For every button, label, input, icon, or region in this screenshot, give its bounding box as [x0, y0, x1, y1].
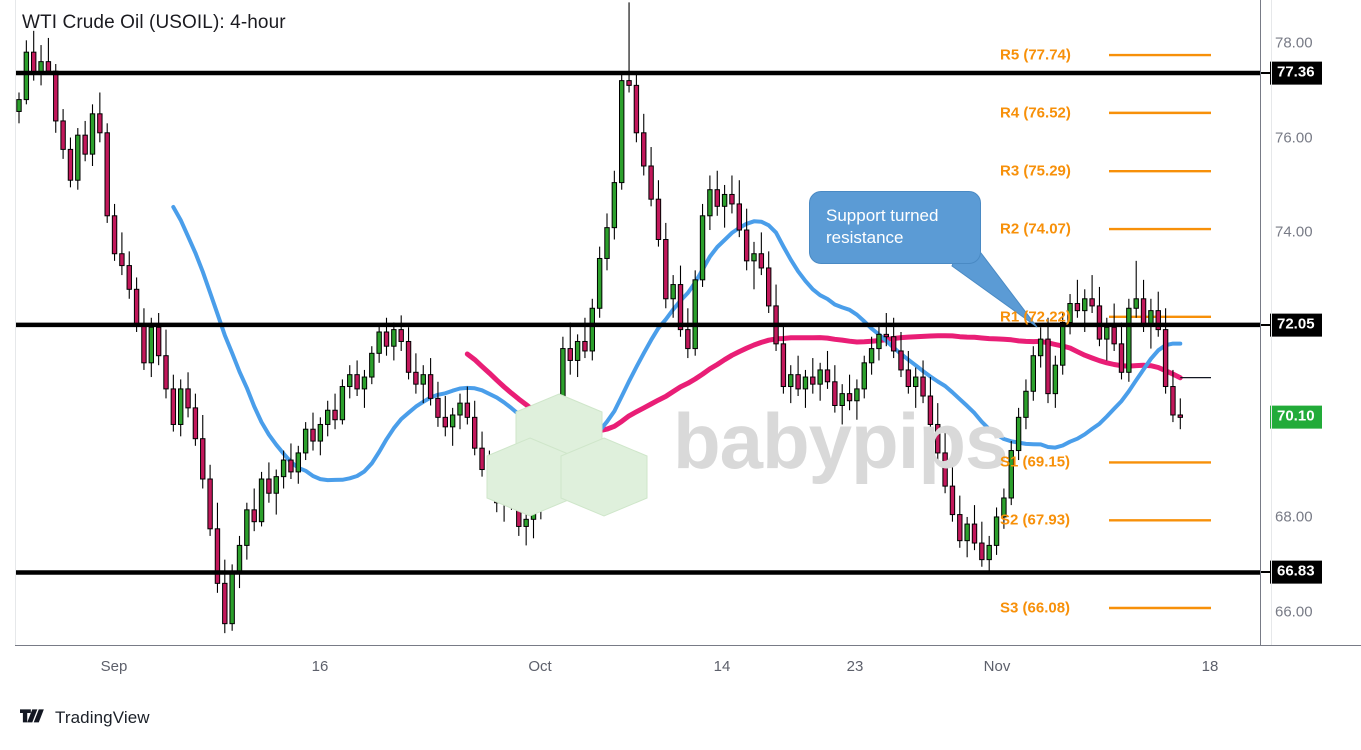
price-tag-72.05[interactable]: 72.05 — [1270, 313, 1322, 337]
price-tick-74.00: 74.00 — [1275, 223, 1313, 241]
price-tick-76.00: 76.00 — [1275, 129, 1313, 147]
time-tick-18: 18 — [1201, 658, 1219, 675]
time-tick-14: 14 — [713, 658, 731, 675]
price-tick-78.00: 78.00 — [1275, 34, 1313, 52]
footer-brand: TradingView — [55, 708, 150, 727]
axis-separator — [15, 645, 1361, 646]
time-tick-sep: Sep — [100, 658, 128, 675]
time-axis[interactable]: Sep 16 Oct 14 23 Nov 18 — [0, 646, 1361, 696]
pivot-label-r5: R5 (77.74) — [1000, 46, 1071, 64]
pivot-label-s1: S1 (69.15) — [1000, 453, 1071, 471]
time-tick-23: 23 — [846, 658, 864, 675]
annotation-text: Support turned resistance — [826, 205, 976, 250]
time-tick-oct: Oct — [528, 658, 552, 675]
annotation-callout[interactable]: Support turned resistance — [809, 191, 981, 264]
time-tick-nov: Nov — [983, 658, 1011, 675]
annotation-line-1: Support turned — [826, 206, 939, 225]
tradingview-logo-icon — [20, 709, 44, 723]
babypips-cubes-icon — [486, 393, 648, 517]
pivot-label-r2: R2 (74.07) — [1000, 220, 1071, 238]
babypips-watermark: babypips — [673, 397, 1008, 485]
price-axis-edge — [1271, 0, 1272, 645]
pivot-label-r3: R3 (75.29) — [1000, 162, 1071, 180]
price-tag-66.83[interactable]: 66.83 — [1270, 561, 1322, 584]
price-tag-mark-72.05 — [1261, 323, 1270, 326]
pivot-label-s2: S2 (67.93) — [1000, 511, 1071, 529]
footer: TradingView — [20, 708, 150, 728]
price-tag-77.36[interactable]: 77.36 — [1270, 61, 1322, 85]
pivot-label-r1: R1 (72.22) — [1000, 308, 1071, 326]
price-tick-68.00: 68.00 — [1275, 508, 1313, 526]
price-tag-mark-66.83 — [1261, 571, 1270, 574]
pivot-label-r4: R4 (76.52) — [1000, 104, 1071, 122]
time-tick-16: 16 — [311, 658, 329, 675]
page-title: WTI Crude Oil (USOIL): 4-hour — [22, 12, 286, 33]
price-axis[interactable]: 78.00 76.00 74.00 68.00 66.00 77.36 72.05 70.10… — [1260, 0, 1361, 645]
price-tag-mark-77.36 — [1261, 72, 1270, 75]
price-tag-70.10[interactable]: 70.10 — [1270, 405, 1322, 429]
annotation-line-2: resistance — [826, 228, 904, 248]
price-tick-66.00: 66.00 — [1275, 603, 1313, 621]
pivot-label-s3: S3 (66.08) — [1000, 599, 1071, 617]
